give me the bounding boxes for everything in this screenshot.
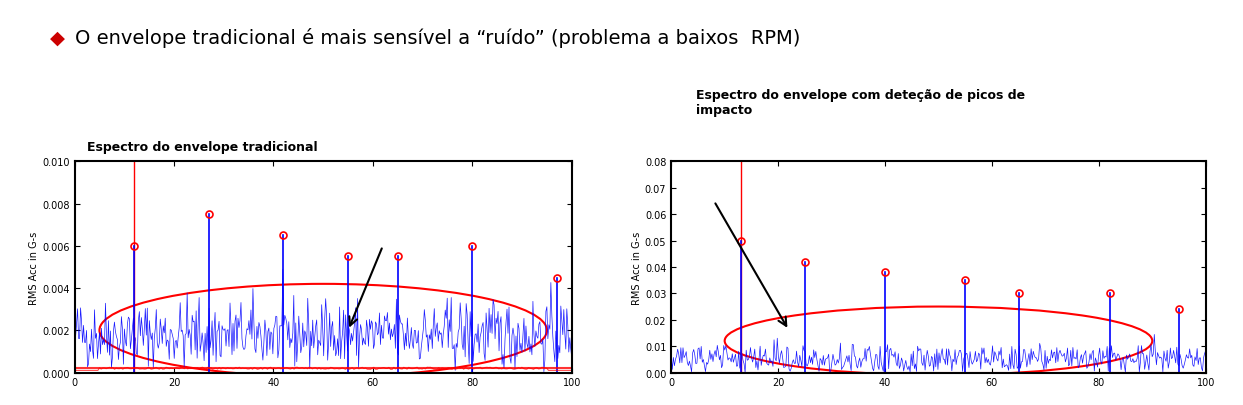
Text: Espectro do envelope com deteção de picos de
impacto: Espectro do envelope com deteção de pico…: [696, 89, 1025, 117]
Y-axis label: RMS Acc in G-s: RMS Acc in G-s: [30, 231, 40, 304]
Text: Espectro do envelope tradicional: Espectro do envelope tradicional: [87, 141, 318, 154]
Text: O envelope tradicional é mais sensível a “ruído” (problema a baixos  RPM): O envelope tradicional é mais sensível a…: [75, 28, 800, 48]
Text: ◆: ◆: [50, 28, 65, 47]
Y-axis label: RMS Acc in G-s: RMS Acc in G-s: [633, 231, 643, 304]
